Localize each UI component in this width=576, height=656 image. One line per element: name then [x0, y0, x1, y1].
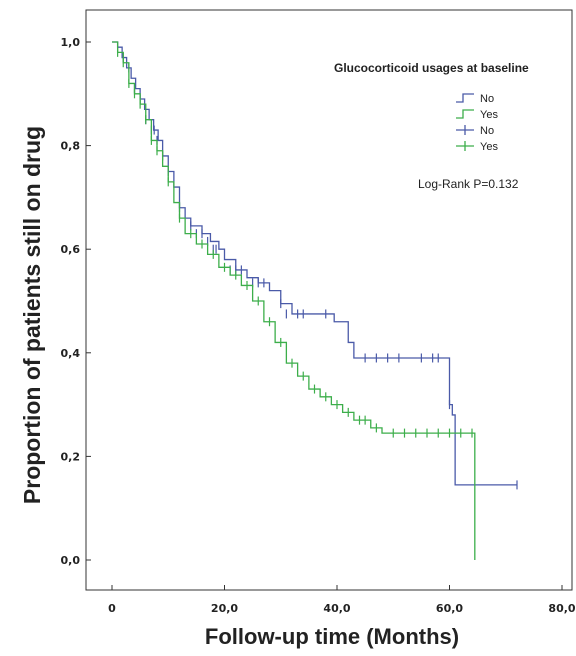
y-tick-label: 0,8 — [61, 140, 81, 153]
legend-title: Glucocorticoid usages at baseline — [334, 61, 529, 75]
y-axis: 0,0 0,2 0,4 0,6 0,8 1,0 — [61, 36, 91, 567]
x-axis-label: Follow-up time (Months) — [205, 624, 459, 649]
x-tick-label: 80,0 — [548, 602, 575, 615]
legend-label: No — [480, 93, 494, 105]
series-yes — [112, 41, 476, 560]
log-rank-annotation: Log-Rank P=0.132 — [418, 177, 519, 191]
series-line-no — [112, 41, 517, 486]
series-line-yes — [112, 41, 476, 560]
x-tick-label: 0 — [108, 602, 116, 615]
y-axis-label: Proportion of patients still on drug — [19, 126, 45, 504]
legend-censor-swatch — [456, 125, 474, 135]
legend-entry: Yes — [456, 141, 498, 153]
legend-label: No — [480, 125, 494, 137]
legend-label: Yes — [480, 141, 498, 153]
legend-censor-swatch — [456, 141, 474, 151]
x-axis: 0 20,0 40,0 60,0 80,0 — [108, 585, 576, 615]
series-layer — [112, 41, 518, 560]
legend-step-swatch — [456, 93, 474, 103]
legend-entry: No — [456, 125, 494, 137]
y-tick-label: 0,0 — [61, 554, 81, 567]
legend-entry: No — [456, 93, 494, 105]
y-tick-label: 0,2 — [61, 450, 81, 463]
legend: Glucocorticoid usages at baseline No Yes N… — [334, 61, 529, 153]
legend-label: Yes — [480, 109, 498, 121]
y-tick-label: 1,0 — [61, 36, 81, 49]
legend-entry: Yes — [456, 109, 498, 121]
x-tick-label: 60,0 — [436, 602, 463, 615]
plot-frame — [85, 9, 573, 591]
y-tick-label: 0,4 — [61, 347, 81, 360]
x-tick-label: 20,0 — [211, 602, 238, 615]
x-tick-label: 40,0 — [323, 602, 350, 615]
legend-step-swatch — [456, 109, 474, 119]
y-tick-label: 0,6 — [61, 243, 81, 256]
